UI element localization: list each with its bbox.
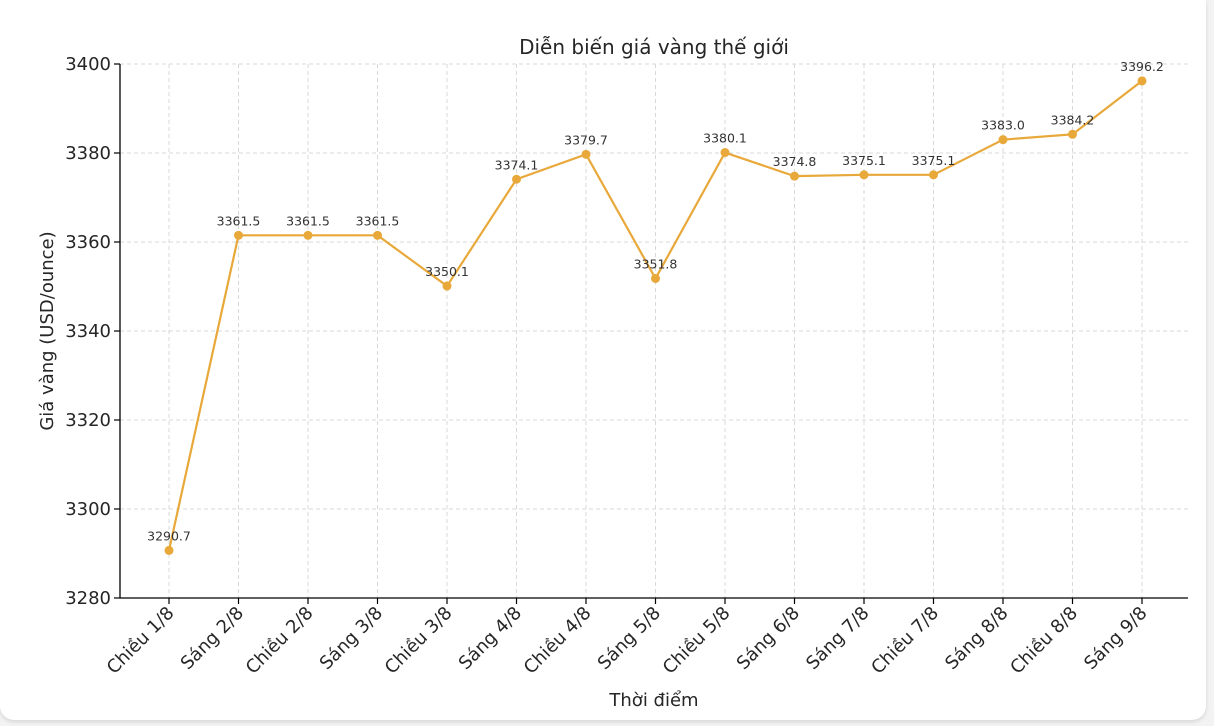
- x-tick-label: Sáng 6/8: [733, 603, 804, 674]
- x-tick-label: Chiều 4/8: [520, 603, 596, 679]
- data-point: [1137, 76, 1147, 86]
- data-label: 3290.7: [147, 528, 191, 543]
- y-tick-label: 3340: [65, 321, 111, 342]
- data-point: [373, 230, 382, 240]
- y-tick-label: 3380: [65, 143, 111, 164]
- data-point: [512, 174, 521, 184]
- data-point: [1068, 129, 1077, 139]
- data-point: [164, 545, 174, 555]
- data-label: 3383.0: [981, 118, 1025, 133]
- x-tick-label: Chiều 8/8: [1006, 603, 1082, 679]
- x-tick-label: Sáng 7/8: [802, 603, 873, 674]
- data-point: [581, 149, 591, 159]
- data-label: 3374.8: [773, 154, 817, 169]
- x-tick-label: Sáng 9/8: [1080, 603, 1151, 674]
- x-tick-label: Sáng 3/8: [316, 603, 387, 674]
- x-tick-label: Chiều 5/8: [659, 603, 735, 679]
- data-point: [234, 230, 243, 240]
- x-tick-label: Sáng 8/8: [941, 603, 1012, 674]
- data-points: [164, 76, 1147, 555]
- x-tick-label: Chiều 1/8: [103, 603, 179, 679]
- y-tick-label: 3360: [65, 232, 111, 253]
- data-label: 3384.2: [1051, 112, 1095, 127]
- x-tick-label: Sáng 4/8: [455, 603, 526, 674]
- y-axis-label: Giá vàng (USD/ounce): [37, 231, 58, 430]
- x-tick-label: Chiều 7/8: [867, 603, 943, 679]
- x-tick-label: Chiều 2/8: [242, 603, 318, 679]
- axes: [114, 63, 1188, 604]
- chart-title: Diễn biến giá vàng thế giới: [519, 35, 789, 59]
- data-label: 3396.2: [1120, 59, 1164, 74]
- y-tick-labels: 3280 3300 3320 3340 3360 3380 3400: [65, 54, 111, 609]
- data-label: 3361.5: [356, 213, 400, 228]
- data-point: [790, 171, 799, 181]
- data-label: 3379.7: [564, 132, 608, 147]
- data-label: 3375.1: [912, 153, 956, 168]
- data-point: [651, 273, 660, 283]
- y-tick-label: 3400: [65, 54, 111, 75]
- data-label: 3351.8: [634, 256, 678, 271]
- data-label: 3380.1: [703, 131, 747, 146]
- data-point: [442, 281, 452, 291]
- y-tick-label: 3300: [65, 499, 111, 520]
- y-tick-label: 3320: [65, 410, 111, 431]
- x-axis-label: Thời điểm: [608, 690, 698, 711]
- data-label: 3361.5: [217, 213, 261, 228]
- x-tick-label: Chiều 3/8: [381, 603, 457, 679]
- data-label: 3375.1: [842, 153, 886, 168]
- data-label: 3361.5: [286, 213, 330, 228]
- data-point: [720, 148, 730, 158]
- x-tick-label: Sáng 5/8: [594, 603, 665, 674]
- data-point: [929, 170, 938, 180]
- data-label: 3374.1: [495, 157, 539, 172]
- data-point: [303, 230, 313, 240]
- grid-lines: [120, 63, 1188, 599]
- data-label: 3350.1: [425, 264, 469, 279]
- data-labels: 3290.7 3361.5 3361.5 3361.5 3350.1 3374.1 3379…: [147, 59, 1164, 543]
- data-point: [998, 135, 1008, 145]
- data-point: [859, 170, 869, 180]
- y-tick-label: 3280: [65, 588, 111, 609]
- x-tick-label: Sáng 2/8: [177, 603, 248, 674]
